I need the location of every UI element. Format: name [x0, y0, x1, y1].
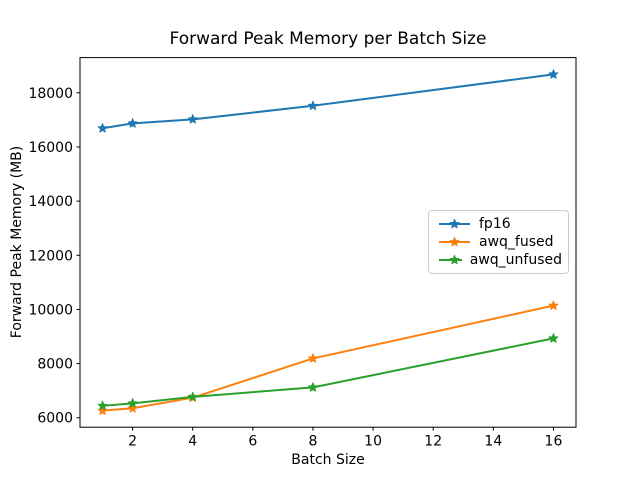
y-tick-label: 14000	[28, 194, 73, 210]
legend-label: awq_unfused	[469, 252, 562, 268]
legend-line-marker-icon	[439, 254, 462, 265]
data-point-star-fp16	[97, 123, 108, 133]
x-tick-label: 6	[248, 434, 257, 450]
y-tick-label: 12000	[28, 248, 73, 264]
y-tick-label: 6000	[37, 411, 73, 427]
data-point-star-awq_unfused	[307, 382, 318, 392]
y-tick-label: 18000	[28, 86, 73, 102]
x-tick-label: 10	[364, 434, 382, 450]
x-axis-label: Batch Size	[291, 452, 365, 468]
legend-item-awq-unfused: awq_unfused	[438, 251, 562, 269]
x-tick-label: 8	[309, 434, 318, 450]
plot-frame	[79, 57, 577, 428]
series-line-awq_unfused	[102, 337, 554, 407]
data-point-star-awq_fused	[127, 403, 138, 413]
series-line-awq_fused	[102, 304, 554, 412]
legend: fp16 awq_fused awq_unfused	[428, 210, 569, 274]
chart-title: Forward Peak Memory per Batch Size	[169, 29, 487, 49]
data-point-star-awq_unfused	[127, 398, 138, 408]
legend-line-marker-icon	[439, 218, 470, 229]
legend-sample-star	[449, 218, 460, 229]
data-point-star-awq_fused	[97, 405, 108, 415]
data-point-star-fp16	[548, 69, 559, 79]
data-point-star-fp16	[127, 118, 138, 128]
legend-label: awq_fused	[479, 234, 554, 250]
legend-sample-star	[449, 254, 460, 265]
x-tick-label: 2	[128, 434, 137, 450]
series-line-fp16	[102, 73, 554, 130]
legend-label: fp16	[479, 216, 511, 232]
y-tick-label: 10000	[28, 302, 73, 318]
data-point-star-awq_unfused	[548, 333, 559, 343]
y-tick-label: 16000	[28, 140, 73, 156]
data-point-star-awq_unfused	[97, 400, 108, 411]
y-tick-label: 8000	[37, 357, 73, 373]
x-tick-label: 16	[545, 434, 563, 450]
x-tick-label: 14	[484, 434, 502, 450]
legend-sample-star	[449, 236, 460, 247]
data-point-star-awq_fused	[307, 353, 318, 363]
y-axis-label: Forward Peak Memory (MB)	[9, 145, 25, 339]
data-point-star-awq_fused	[548, 300, 559, 310]
data-point-star-awq_unfused	[187, 391, 198, 402]
x-tick-label: 12	[424, 434, 442, 450]
legend-item-fp16: fp16	[438, 215, 562, 233]
x-tick-label: 4	[188, 434, 197, 450]
legend-line-marker-icon	[439, 236, 470, 247]
data-point-star-fp16	[187, 114, 198, 124]
data-point-star-fp16	[307, 100, 318, 111]
legend-item-awq-fused: awq_fused	[438, 233, 562, 251]
